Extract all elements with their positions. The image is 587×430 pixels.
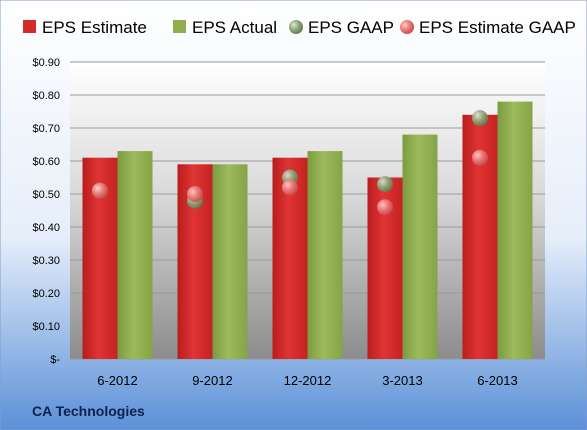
y-tick-label: $0.50 <box>32 189 60 201</box>
bar-eps-actual <box>117 151 153 359</box>
y-tick-label: $0.70 <box>32 123 60 135</box>
legend-marker-eps-estimate-gaap <box>400 20 414 34</box>
y-tick-label: $0.90 <box>32 57 60 69</box>
marker-eps-estimate-gaap <box>187 186 203 202</box>
legend-marker-eps-gaap <box>289 20 303 34</box>
legend-label-eps-estimate: EPS Estimate <box>42 18 147 37</box>
y-tick-label: $0.20 <box>32 288 60 300</box>
marker-eps-estimate-gaap <box>472 149 488 166</box>
legend-label-eps-gaap: EPS GAAP <box>308 18 394 37</box>
legend-label-eps-actual: EPS Actual <box>192 18 277 37</box>
y-axis-ticks: $- $0.10 $0.20 $0.30 $0.40 $0.50 $0.60 $0.70 $0.… <box>32 57 60 366</box>
marker-eps-estimate-gaap <box>92 182 108 199</box>
y-tick-label: $0.30 <box>32 255 60 267</box>
x-tick-label: 3-2013 <box>382 373 422 388</box>
marker-eps-estimate-gaap <box>282 179 298 196</box>
y-tick-label: $0.60 <box>32 156 60 168</box>
bars <box>82 101 533 359</box>
bar-eps-actual <box>497 101 533 359</box>
x-tick-label: 6-2012 <box>97 373 137 388</box>
y-tick-label: $0.40 <box>32 222 60 234</box>
bar-eps-actual <box>307 151 343 359</box>
legend-swatch-eps-actual <box>173 20 186 33</box>
bar-eps-actual <box>212 164 248 359</box>
y-tick-label: $- <box>50 354 60 366</box>
legend: EPS Estimate EPS Actual EPS GAAP EPS Est… <box>23 18 576 37</box>
bar-eps-actual <box>402 134 438 359</box>
legend-label-eps-estimate-gaap: EPS Estimate GAAP <box>419 18 576 37</box>
x-tick-label: 6-2013 <box>477 373 517 388</box>
y-tick-label: $0.80 <box>32 90 60 102</box>
marker-eps-gaap <box>472 110 488 127</box>
company-name: CA Technologies <box>32 403 145 419</box>
x-axis-ticks: 6-2012 9-2012 12-2012 3-2013 6-2013 <box>97 373 517 388</box>
y-tick-label: $0.10 <box>32 321 60 333</box>
marker-eps-estimate-gaap <box>377 199 393 216</box>
legend-swatch-eps-estimate <box>23 20 36 33</box>
x-tick-label: 9-2012 <box>192 373 232 388</box>
marker-eps-gaap <box>377 176 393 193</box>
markers <box>92 110 488 216</box>
x-tick-label: 12-2012 <box>284 373 332 388</box>
